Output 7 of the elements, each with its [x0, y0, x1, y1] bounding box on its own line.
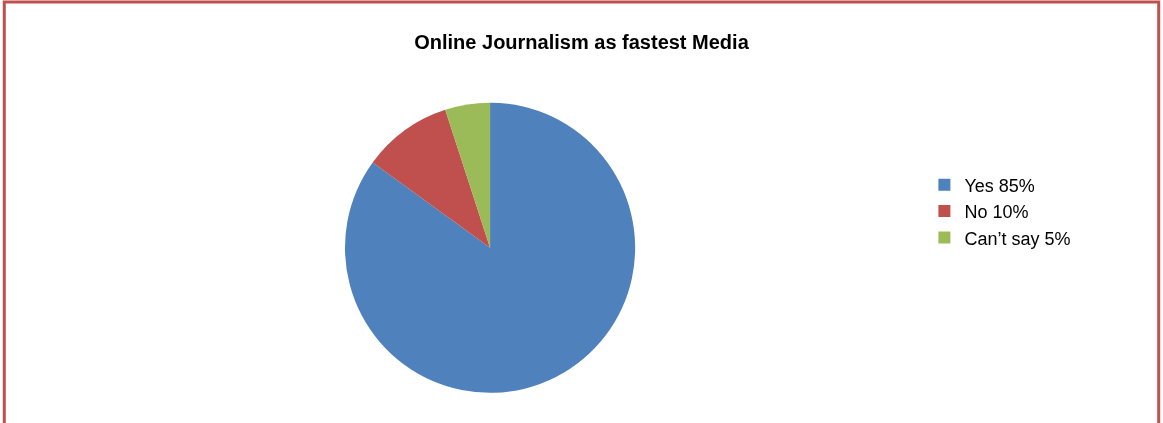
pie-slice [445, 102, 491, 248]
pie-slice [372, 109, 491, 248]
legend-label: Can’t say 5% [964, 228, 1071, 249]
pie-slice [344, 102, 635, 393]
legend-label: Yes 85% [964, 175, 1035, 196]
legend-label: No 10% [964, 202, 1029, 223]
chart-title: Online Journalism as fastest Media [414, 31, 750, 54]
